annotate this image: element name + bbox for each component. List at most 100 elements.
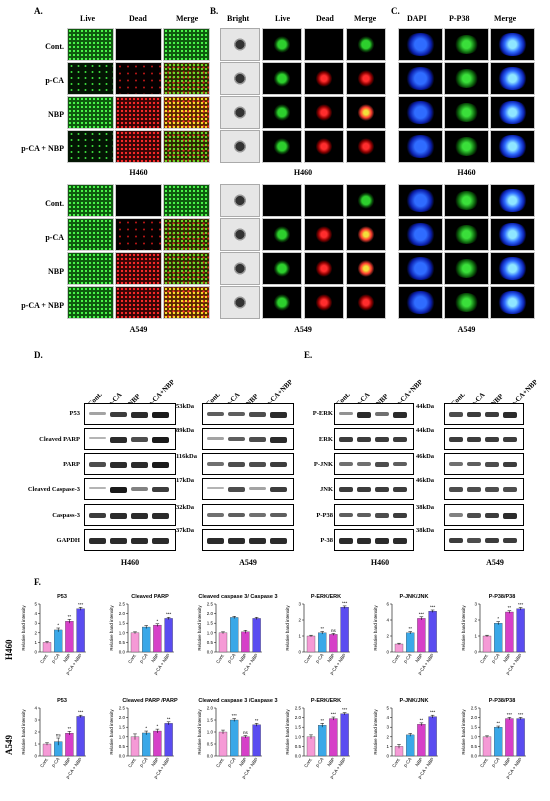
bar — [230, 719, 239, 757]
micrograph — [163, 96, 210, 129]
spheroid — [346, 218, 386, 251]
if-image — [490, 184, 535, 217]
panel-a-label: A. — [34, 6, 43, 16]
blot-band — [503, 538, 517, 544]
panel-a-row-combo: p-CA + NBP — [21, 301, 64, 310]
x-tick-label: p-CA — [227, 653, 237, 664]
if-image — [444, 62, 489, 95]
y-tick-label: 2.0 — [471, 715, 478, 720]
x-tick-label: p-CA — [403, 757, 413, 768]
x-tick-label: NBP — [326, 757, 335, 767]
blot-band — [393, 437, 407, 443]
significance-label: *** — [232, 713, 238, 718]
blot-band — [131, 487, 148, 491]
panel-a-col-merge: Merge — [176, 14, 199, 23]
significance-label: ns — [243, 730, 249, 735]
blot-band — [228, 462, 245, 467]
significance-label: ns — [331, 628, 337, 633]
y-tick-label: 2.5 — [471, 706, 478, 711]
kda-label: 32kDa — [176, 504, 195, 511]
x-tick-label: p-CA — [315, 757, 325, 768]
micrograph — [115, 62, 162, 95]
bar — [252, 724, 261, 757]
x-tick-label: NBP — [62, 653, 71, 663]
blot-strip — [334, 504, 414, 526]
y-tick-label: 1.5 — [207, 621, 214, 626]
x-tick-label: NBP — [502, 757, 511, 767]
y-tick-label: 1 — [34, 640, 37, 645]
y-axis-label: Relative band intensity — [21, 605, 26, 651]
chart-title: P53 — [57, 594, 67, 600]
x-tick-label: Cont. — [303, 757, 313, 769]
spheroid — [346, 286, 386, 319]
if-image — [398, 286, 443, 319]
blot-strip — [444, 453, 524, 475]
significance-label: * — [145, 726, 147, 731]
kda-label: 38kDa — [416, 504, 435, 511]
if-image — [490, 62, 535, 95]
x-tick-label: NBP — [150, 757, 159, 767]
blot-band — [207, 513, 224, 517]
blot-band — [228, 513, 245, 518]
y-tick-label: 2.5 — [207, 602, 214, 607]
significance-label: * — [57, 623, 59, 628]
bar — [516, 608, 525, 653]
blot-band — [270, 487, 287, 493]
blot-band — [207, 462, 224, 466]
panel-e-caption-a549: A549 — [486, 558, 504, 567]
y-axis-label: Relative band intensity — [461, 709, 466, 755]
if-image — [444, 184, 489, 217]
blot-band — [249, 437, 266, 442]
panel-a-row-cont: Cont. — [45, 199, 64, 208]
panel-a-row-pca: p-CA — [45, 233, 64, 242]
panel-c-label: C. — [391, 6, 400, 16]
y-tick-label: 0.5 — [471, 744, 478, 749]
chart-title: Cleaved PARP — [131, 594, 169, 600]
blot-band — [375, 437, 389, 443]
x-tick-label: Cont. — [215, 757, 225, 769]
spheroid — [220, 252, 260, 285]
y-tick-label: 2.0 — [119, 611, 126, 616]
blot-strip — [84, 403, 176, 425]
blot-band — [503, 437, 517, 443]
bar — [318, 725, 327, 757]
blot-band — [249, 513, 266, 517]
blot-band — [393, 513, 407, 519]
panel-f-label: F. — [34, 577, 41, 587]
x-tick-label: p-CA — [315, 653, 325, 664]
significance-label: * — [157, 724, 159, 729]
blot-strip — [444, 529, 524, 551]
y-axis-label: Relative band intensity — [285, 605, 290, 651]
y-tick-label: 4 — [34, 706, 37, 711]
y-tick-label: 0.5 — [207, 742, 214, 747]
spheroid — [262, 218, 302, 251]
y-tick-label: 6 — [386, 602, 389, 607]
panel-b-col-bright: Bright — [227, 14, 250, 23]
y-tick-label: 2.0 — [295, 715, 302, 720]
significance-label: *** — [78, 710, 84, 715]
significance-label: *** — [430, 710, 436, 715]
y-axis-label: Relative band intensity — [373, 709, 378, 755]
blot-strip — [334, 453, 414, 475]
significance-label: ns — [56, 733, 62, 738]
blot-band — [449, 513, 463, 517]
blot-band — [207, 538, 224, 544]
blot-strip — [334, 478, 414, 500]
panel-d-caption-h460: H460 — [120, 558, 140, 567]
y-tick-label: 1.0 — [295, 734, 302, 739]
kda-label: 44kDa — [416, 427, 435, 434]
spheroid — [262, 130, 302, 163]
blot-band — [467, 462, 481, 467]
blot-band — [449, 487, 463, 492]
blot-band — [110, 487, 127, 493]
blot-band — [375, 538, 389, 544]
marker-caspase3: Caspass-3 — [52, 512, 80, 519]
marker-perk: P-ERK — [312, 410, 333, 417]
y-tick-label: 2 — [34, 630, 37, 635]
micrograph — [115, 96, 162, 129]
blot-strip — [444, 428, 524, 450]
spheroid — [262, 28, 302, 61]
blot-band — [357, 462, 371, 466]
spheroid — [304, 96, 344, 129]
blot-band — [152, 538, 169, 544]
